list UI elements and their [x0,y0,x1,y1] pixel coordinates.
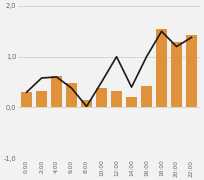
Bar [111,91,122,107]
Bar [141,86,152,107]
Bar [171,42,182,107]
Bar [51,76,62,107]
Bar [36,91,47,107]
Bar [186,35,197,107]
Bar [156,29,167,107]
Bar [66,83,77,107]
Bar [81,100,92,107]
Bar [96,88,107,107]
Bar [126,97,137,107]
Bar [21,92,32,107]
